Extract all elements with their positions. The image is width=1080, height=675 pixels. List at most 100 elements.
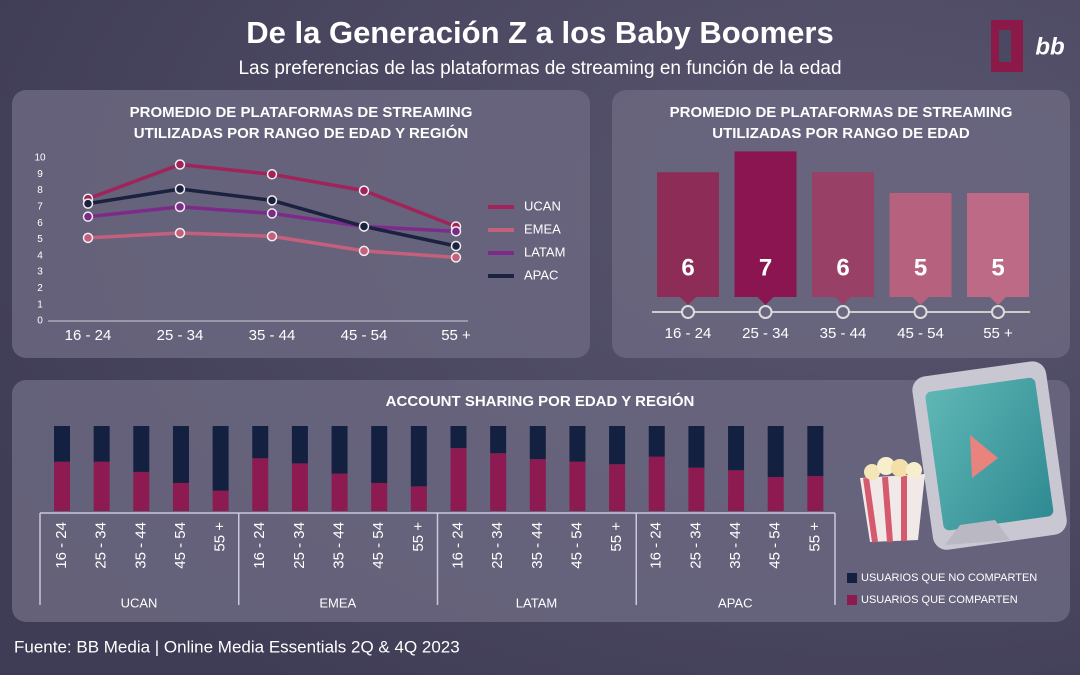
bar-segment (93, 461, 110, 511)
point (82, 198, 94, 209)
point (266, 208, 278, 219)
point (266, 230, 278, 242)
timeline-dot (758, 305, 773, 319)
x-tick-label: 55 + (441, 327, 471, 344)
bar-segment (728, 426, 745, 471)
bar-segment (93, 426, 110, 462)
x-tick-label: 35 - 44 (820, 325, 867, 342)
point (358, 245, 370, 257)
x-tick-label: 25 - 34 (742, 325, 789, 342)
bar-segment (371, 426, 388, 483)
bar-pointer (990, 297, 1006, 305)
point (358, 185, 370, 196)
timeline-dot (836, 305, 850, 319)
bar-segment (291, 463, 308, 511)
point (82, 232, 94, 244)
y-tick-label: 3 (37, 267, 43, 278)
x-tick-label: 45 - 54 (767, 522, 784, 569)
x-tick-label: 35 - 44 (132, 522, 149, 569)
value-label: 6 (836, 254, 849, 281)
x-tick-label: 55 + (410, 522, 427, 552)
bar-segment (609, 464, 626, 511)
bar-pointer (757, 297, 774, 305)
bar-segment (172, 482, 189, 511)
x-tick-label: 55 + (608, 522, 625, 552)
point (358, 221, 370, 232)
bar (967, 193, 1029, 297)
x-tick-label: 45 - 54 (341, 327, 388, 344)
chart-title: ACCOUNT SHARING POR EDAD Y REGIÓN (386, 392, 695, 410)
bar (657, 172, 719, 297)
y-tick-label: 4 (37, 250, 43, 261)
point (450, 252, 462, 263)
legend-swatch (847, 573, 857, 583)
source: Fuente: BB Media | Online Media Essentia… (14, 637, 460, 656)
x-tick-label: 55 + (806, 522, 823, 552)
bar-segment (648, 456, 665, 511)
value-label: 5 (991, 254, 1004, 281)
bar-segment (371, 482, 388, 511)
bar-segment (609, 426, 626, 465)
legend-label: USUARIOS QUE NO COMPARTEN (861, 572, 1037, 584)
bar-segment (728, 470, 745, 511)
legend-label: USUARIOS QUE COMPARTEN (861, 594, 1018, 606)
group-label: EMEA (319, 595, 356, 610)
value-label: 6 (681, 254, 694, 281)
bar-segment (767, 477, 784, 511)
x-tick-label: 25 - 34 (157, 327, 204, 344)
x-tick-label: 45 - 54 (370, 522, 387, 569)
bar-pointer (912, 297, 929, 305)
y-tick-label: 6 (37, 218, 43, 229)
bar-segment (648, 426, 665, 457)
bar-segment (410, 486, 427, 511)
point (450, 240, 462, 252)
point (174, 183, 186, 195)
bar-segment (807, 476, 824, 511)
chart-title: PROMEDIO DE PLATAFORMAS DE STREAMING UTIL… (670, 104, 1013, 142)
x-tick-label: 35 - 44 (331, 522, 348, 569)
x-tick-label: 16 - 24 (648, 522, 665, 569)
point (174, 159, 186, 170)
timeline-dot (991, 305, 1005, 319)
bar-segment (807, 426, 824, 477)
x-tick-label: 16 - 24 (449, 522, 466, 569)
point (266, 169, 278, 180)
bar-segment (172, 426, 189, 483)
bar-segment (450, 426, 467, 449)
bar-segment (331, 426, 348, 474)
y-tick-label: 1 (37, 299, 43, 310)
point (174, 227, 186, 239)
legend-swatch (847, 595, 857, 605)
bar-pointer (835, 297, 851, 305)
bar-segment (54, 461, 70, 511)
title: De la Generación Z a los Baby Boomers (246, 15, 833, 50)
bar-segment (767, 426, 784, 477)
bar-segment (569, 461, 586, 511)
y-tick-label: 2 (37, 283, 43, 294)
y-tick-label: 8 (37, 185, 43, 196)
x-tick-label: 45 - 54 (568, 522, 585, 569)
bar-segment (54, 426, 70, 462)
x-tick-label: 16 - 24 (65, 327, 112, 344)
panel (12, 90, 590, 358)
logo-mark (999, 30, 1011, 62)
bar (812, 172, 874, 297)
bar-segment (291, 426, 308, 464)
point (174, 201, 186, 213)
legend-label: APAC (524, 267, 558, 282)
x-tick-label: 25 - 34 (291, 522, 308, 569)
legend-label: LATAM (524, 244, 565, 259)
bar-segment (133, 471, 150, 511)
x-tick-label: 45 - 54 (172, 522, 189, 569)
point (266, 195, 278, 206)
subtitle: Las preferencias de las plataformas de s… (238, 58, 841, 79)
timeline-dot (681, 305, 695, 319)
bar-segment (212, 490, 229, 511)
bar-segment (569, 426, 586, 462)
bar-segment (450, 448, 467, 511)
y-tick-label: 10 (34, 153, 46, 164)
group-label: APAC (718, 595, 752, 610)
y-tick-label: 9 (37, 169, 43, 180)
bar (889, 193, 952, 297)
